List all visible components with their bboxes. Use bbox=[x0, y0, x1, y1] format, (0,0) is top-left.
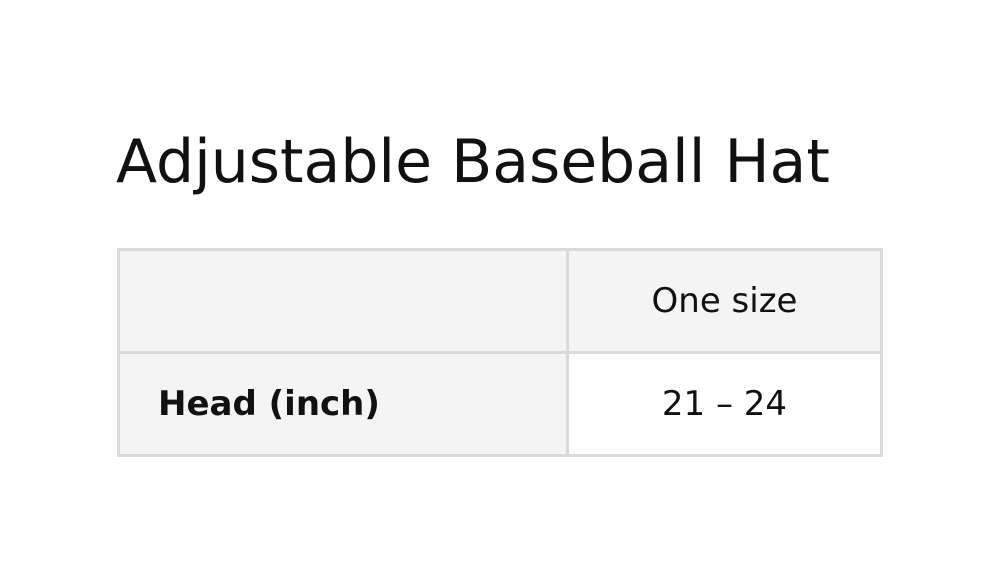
table-row: Head (inch) 21 – 24 bbox=[117, 351, 883, 457]
table-header-row: One size bbox=[117, 248, 883, 354]
header-empty-cell bbox=[117, 248, 569, 354]
row-value-head: 21 – 24 bbox=[566, 351, 883, 457]
size-chart-table: One size Head (inch) 21 – 24 bbox=[117, 248, 883, 457]
row-label-head: Head (inch) bbox=[117, 351, 569, 457]
product-title: Adjustable Baseball Hat bbox=[116, 127, 830, 197]
header-one-size: One size bbox=[566, 248, 883, 354]
